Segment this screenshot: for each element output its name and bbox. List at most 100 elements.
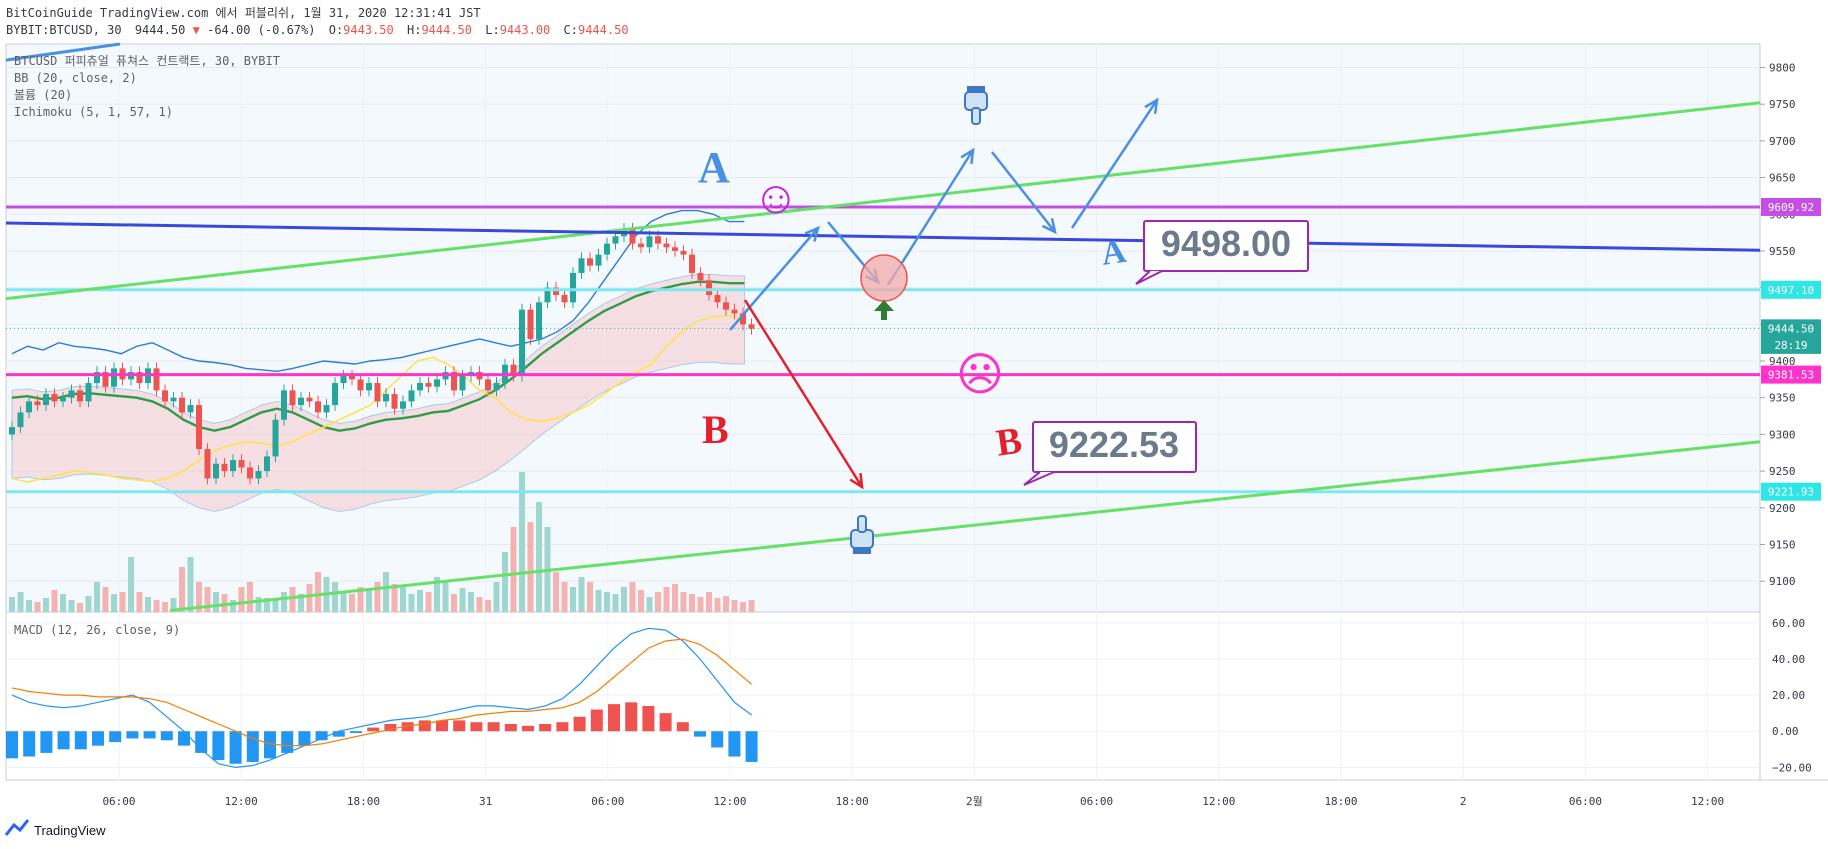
change: -64.00 (-0.67%) [207,23,315,37]
volume-bar [476,597,483,612]
low-value: 9443.00 [500,23,551,37]
candle-body [493,383,500,391]
candle-body [655,236,661,244]
candle-body [434,379,440,387]
candle-body [153,368,160,391]
price-label: 28:19 [1774,339,1807,352]
annotation-a-upper: A [698,143,730,192]
volume-bar [298,594,304,612]
macd-histogram-bar [401,722,414,732]
macd-histogram-bar [487,722,500,732]
volume-bar [306,584,313,612]
volume-bar [357,587,364,612]
high-label: H: [407,23,421,37]
legend-symbol: BTCUSD 퍼피츄얼 퓨쳐스 컨트랙트, 30, BYBIT [14,54,280,68]
volume-bar [689,594,695,612]
ichimoku-cloud-area [11,274,745,512]
candle-body [519,309,525,376]
candle-body [527,309,534,340]
candlesticks [9,223,755,485]
blue-arrow-up-1-head [804,225,820,242]
macd-line [11,627,752,769]
volume-bar [493,582,500,612]
volume-bar [578,577,585,612]
macd-histogram-bar [504,724,517,732]
macd-histogram-bar [350,731,362,734]
annotation-a-right: A [1099,233,1129,273]
legend-macd: MACD (12, 26, close, 9) [14,623,180,637]
price-labels: 9609.92 9497.10 9444.50 28:19 9381.53 9221.93 [1761,197,1821,501]
price-tick-label: 9750 [1769,98,1796,111]
price-label: 9609.92 [1768,201,1814,214]
macd-histogram-bar [246,731,259,762]
candle-body [213,463,219,479]
candle-body [663,243,670,248]
volume-bar [51,590,58,612]
macd-histogram-bar [728,731,741,757]
price-label: 9221.93 [1768,486,1814,499]
blue-arrow-down-2-head [1041,218,1057,235]
volume-bar [408,594,415,612]
candle-body [162,390,168,402]
legend-ichimoku: Ichimoku (5, 1, 57, 1) [14,105,173,119]
footer-brand: TradingView [34,823,106,838]
macd-panel[interactable] [5,611,1761,781]
candle-body [349,375,355,380]
macd-histogram-bar [74,731,87,750]
candle-body [187,405,194,413]
candle-body [238,460,245,468]
volume-bar [655,592,661,612]
pointing-up-hand-icon [850,515,874,554]
macd-tick-label: −20.00 [1772,761,1812,774]
volume-bar [9,597,15,612]
blue-arrow-up-2-head [960,147,975,165]
volume-bar [527,522,534,612]
volume-bar [468,592,474,612]
volume-bar [85,596,92,612]
blue-arrow-up-1 [729,227,819,331]
volume-bar [272,600,279,612]
candle-body [170,397,177,402]
volume-bar [170,598,177,612]
bollinger-upper-line [11,209,745,373]
volume-bar [502,552,508,612]
volume-bar [638,590,644,612]
candle-body [9,427,15,435]
macd-histogram-bar [745,731,758,762]
macd-histogram-bar [315,731,328,741]
macd-tick-label: 20.00 [1772,689,1805,702]
high-value: 9444.50 [421,23,472,37]
volume-bar [629,582,636,612]
red-arrow-down-head [849,472,864,490]
price-tick-label: 9650 [1769,172,1796,185]
volume-bar [60,594,66,612]
candle-body [26,401,32,413]
candle-body [17,412,24,428]
ichimoku-cloud [11,274,745,512]
candle-body [646,236,653,248]
macd-histogram-bar [367,727,380,732]
macd-histogram-bar [126,731,139,739]
blue-arrow-down-2 [991,151,1056,233]
candle-body [400,401,406,409]
macd-axis: 60.00 40.00 20.00 0.00 −20.00 [1772,617,1812,775]
macd-histogram-bar [109,731,122,743]
candle-body [85,383,92,402]
candle-body [281,390,287,420]
volume-bar [561,582,568,612]
time-tick-label: 18:00 [1324,795,1357,808]
low-label: L: [485,23,499,37]
volume-bar [697,597,704,612]
candle-body [51,394,58,402]
volume-bar [213,592,219,612]
volume-bar [153,600,160,612]
volume-bar [391,584,398,612]
macd-histogram-bar [178,731,190,746]
candle-body [383,394,389,402]
smiley-face: ☺ [753,171,800,223]
macd-histogram-bar [23,731,36,757]
price-tick-label: 9350 [1769,392,1796,405]
candle-body [77,390,83,402]
candle-body [247,467,253,479]
